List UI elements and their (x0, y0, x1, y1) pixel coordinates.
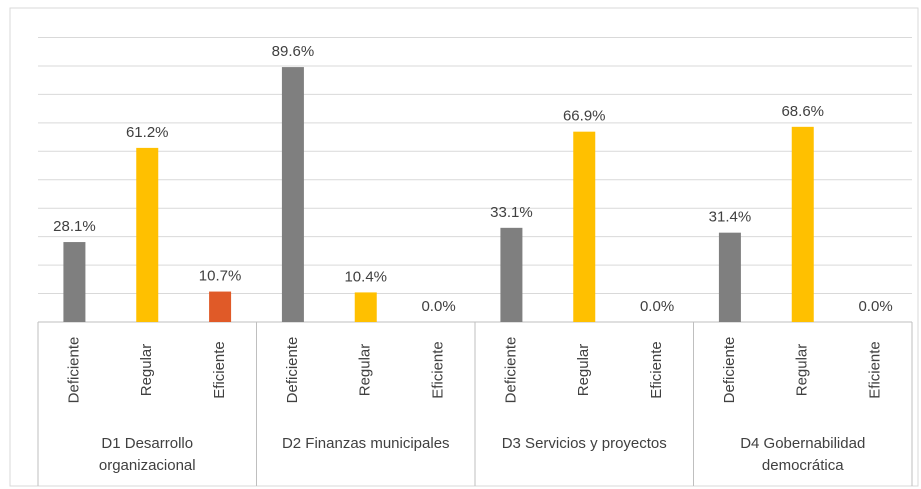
x-tick-label: Regular (357, 344, 374, 397)
x-tick-label: Deficiente (721, 337, 738, 404)
x-tick-label: Regular (575, 344, 592, 397)
data-label: 10.4% (344, 268, 387, 285)
bar (500, 227, 523, 322)
bar (354, 292, 377, 322)
data-label: 0.0% (858, 298, 892, 315)
bar (718, 232, 741, 322)
bar (136, 147, 159, 322)
x-tick-label: Deficiente (65, 337, 82, 404)
x-tick-label: Eficiente (648, 341, 665, 399)
x-tick-label: Regular (138, 344, 155, 397)
bar (281, 67, 304, 322)
data-label: 66.9% (563, 108, 606, 125)
group-label: D4 Gobernabilidad democrática (740, 435, 866, 474)
data-label: 0.0% (640, 298, 674, 315)
group-label: D1 Desarrollo organizacional (98, 435, 196, 474)
data-label: 31.4% (709, 209, 752, 226)
x-tick-label: Eficiente (211, 341, 228, 399)
x-tick-label: Deficiente (502, 337, 519, 404)
x-tick-label: Regular (794, 344, 811, 397)
data-label: 10.7% (199, 268, 242, 285)
data-label: 89.6% (272, 43, 315, 60)
group-label: D2 Finanzas municipales (281, 435, 450, 452)
bar (791, 126, 814, 322)
x-tick-label: Deficiente (284, 337, 301, 404)
data-label: 61.2% (126, 124, 169, 141)
bar (573, 131, 596, 322)
bar (209, 291, 232, 322)
chart-border (9, 7, 919, 487)
x-tick-label: Eficiente (867, 341, 884, 399)
data-label: 28.1% (53, 218, 96, 235)
group-label: D3 Servicios y proyectos (501, 435, 667, 452)
bar (63, 242, 86, 322)
data-label: 68.6% (781, 103, 824, 120)
data-label: 33.1% (490, 204, 533, 221)
x-tick-label: Eficiente (430, 341, 447, 399)
data-label: 0.0% (421, 298, 455, 315)
